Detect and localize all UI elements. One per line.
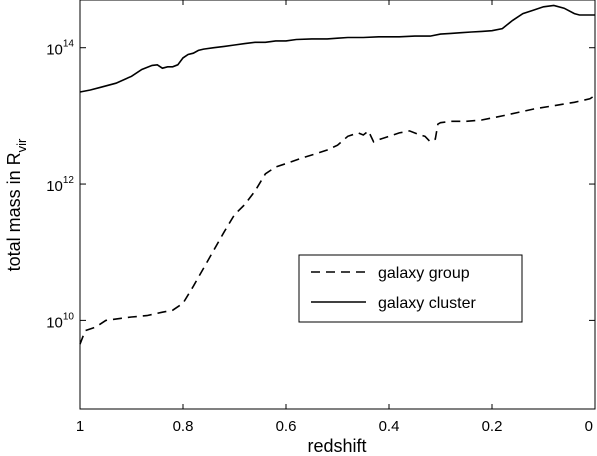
x-tick-label: 0 bbox=[585, 418, 593, 435]
x-tick-label: 0.2 bbox=[482, 418, 503, 435]
x-tick-label: 0.8 bbox=[173, 418, 194, 435]
y-axis-ticks: 1010 1012 1014 bbox=[46, 39, 595, 331]
y-axis-title-subscript: vir bbox=[14, 138, 29, 152]
y-tick-label: 1012 bbox=[46, 175, 74, 195]
y-tick-label: 1014 bbox=[46, 39, 74, 59]
x-axis-title: redshift bbox=[307, 436, 366, 456]
x-tick-label: 0.6 bbox=[276, 418, 297, 435]
series-line-galaxy-cluster bbox=[79, 4, 595, 93]
series-line-galaxy-group bbox=[79, 94, 596, 345]
legend: galaxy group galaxy cluster bbox=[298, 254, 523, 323]
x-tick-label: 0.4 bbox=[379, 418, 400, 435]
y-tick-label: 1010 bbox=[46, 311, 74, 331]
y-axis-title-main: total mass in R bbox=[4, 152, 24, 271]
y-axis-title: total mass in Rvir bbox=[4, 138, 29, 271]
series-layer bbox=[79, 4, 596, 345]
plot-frame bbox=[79, 0, 596, 410]
legend-label-galaxy-group: galaxy group bbox=[378, 265, 470, 282]
x-axis-ticks: 1 0.8 0.6 0.4 0.2 0 bbox=[76, 0, 596, 435]
legend-box bbox=[298, 254, 523, 323]
x-tick-label: 1 bbox=[76, 418, 84, 435]
legend-label-galaxy-cluster: galaxy cluster bbox=[378, 295, 476, 312]
